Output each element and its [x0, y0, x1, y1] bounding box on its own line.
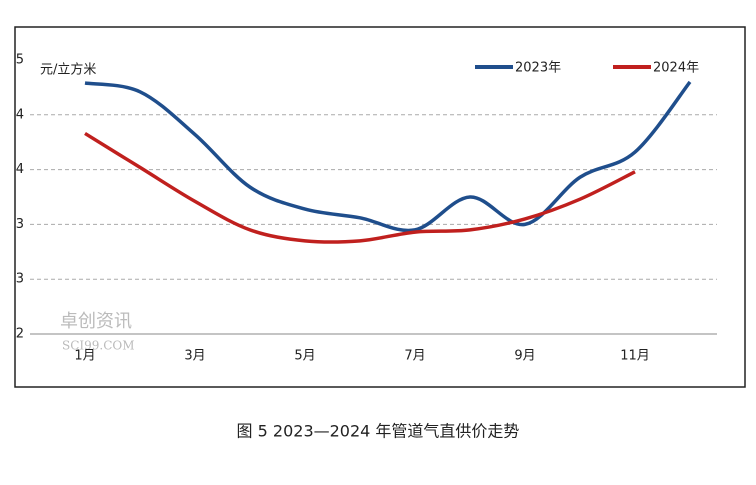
x-tick-label: 7月: [404, 349, 425, 364]
x-tick-label: 9月: [514, 349, 535, 364]
x-tick-label: 5月: [294, 349, 315, 364]
legend-label: 2024年: [653, 61, 699, 76]
y-tick-label: 3: [16, 217, 24, 232]
frame: [14, 26, 746, 388]
line: [84, 131, 636, 244]
x-tick-label: 3月: [184, 349, 205, 364]
y-tick-label: 2: [16, 327, 24, 342]
legend-label: 2023年: [515, 61, 561, 76]
watermark: 卓创资讯: [60, 311, 132, 332]
line: [84, 80, 692, 233]
y-tick-label: 4: [16, 162, 24, 177]
x-tick-label: 1月: [74, 349, 95, 364]
y-unit: 元/立方米: [40, 62, 96, 78]
watermark: SCI99.COM: [62, 339, 135, 353]
y-tick-label: 5: [16, 53, 24, 68]
caption: 图 5 2023—2024 年管道气直供价走势: [237, 422, 520, 441]
y-tick-label: 4: [16, 107, 24, 122]
x-tick-label: 11月: [620, 349, 650, 364]
y-tick-label: 3: [16, 272, 24, 287]
